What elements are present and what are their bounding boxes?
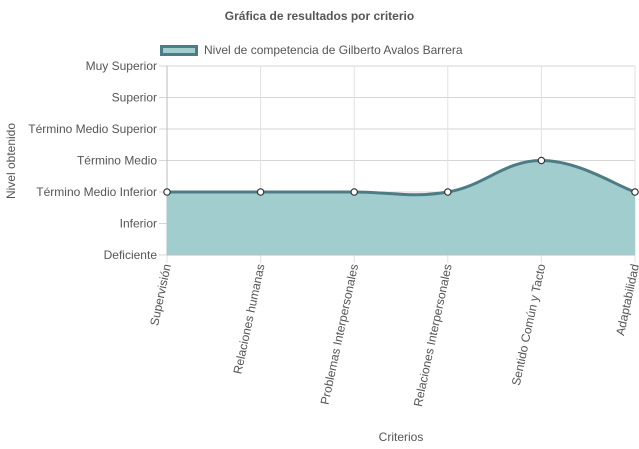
legend[interactable]: Nivel de competencia de Gilberto Avalos …: [160, 42, 463, 58]
legend-label: Nivel de competencia de Gilberto Avalos …: [204, 43, 463, 57]
y-tick-label: Deficiente: [104, 248, 158, 262]
x-tick-label: Adaptabilidad: [613, 263, 639, 337]
series-line: [166, 158, 636, 197]
series-area: [166, 158, 636, 255]
data-points: [163, 156, 639, 196]
data-point[interactable]: [350, 188, 359, 196]
y-tick-labels: Deficiente Inferior Término Medio Inferior…: [28, 59, 157, 262]
legend-swatch: [160, 44, 198, 56]
y-tick-label: Término Medio: [77, 154, 157, 168]
x-tick-label: Problemas Interpersonales: [318, 263, 362, 406]
data-point[interactable]: [163, 188, 171, 196]
y-tick-label: Inferior: [120, 217, 157, 231]
x-tick-label: Supervisión: [147, 263, 174, 327]
data-point[interactable]: [631, 188, 639, 196]
y-tick-label: Superior: [112, 91, 157, 105]
axes: [166, 66, 635, 256]
x-tick-label: Sentido Común y Tacto: [509, 262, 549, 386]
series-area-fill: [167, 160, 635, 255]
x-tick-label: Relaciones humanas: [231, 263, 268, 376]
data-point[interactable]: [443, 188, 452, 196]
chart-title: Gráfica de resultados por criterio: [224, 9, 415, 23]
y-tick-label: Muy Superior: [86, 59, 157, 73]
data-point[interactable]: [256, 188, 265, 196]
y-tick-label: Término Medio Inferior: [36, 185, 157, 199]
y-tick-label: Término Medio Superior: [28, 122, 157, 136]
x-axis-label: Criterios: [378, 430, 424, 444]
x-tick-labels: Supervisión Relaciones humanas Problemas I…: [147, 262, 639, 407]
x-tick-label: Relaciones Interpersonales: [411, 263, 455, 408]
data-point[interactable]: [537, 156, 546, 165]
